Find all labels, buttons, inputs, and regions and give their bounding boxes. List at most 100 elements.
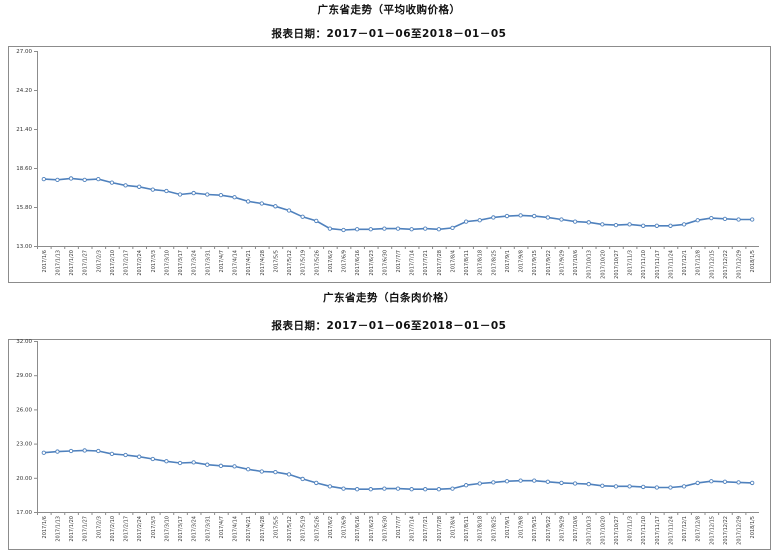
data-point — [368, 227, 373, 232]
data-point — [205, 462, 210, 467]
data-point — [681, 484, 687, 489]
data-point — [137, 454, 142, 459]
x-tick-label: 2017/2/24 — [137, 516, 143, 542]
x-tick-label: 2017/5/26 — [314, 516, 320, 542]
data-point — [532, 213, 537, 219]
x-tick-label: 2017/5/12 — [287, 250, 293, 276]
data-point — [491, 215, 496, 220]
x-tick-label: 2017/9/15 — [532, 250, 538, 276]
x-tick-label: 2017/3/17 — [178, 250, 184, 276]
data-point — [286, 208, 292, 213]
x-tick-label: 2017/6/2 — [328, 250, 334, 272]
data-point — [150, 456, 155, 462]
data-point — [205, 192, 210, 197]
data-point — [613, 222, 619, 228]
x-tick-label: 2017/7/7 — [396, 516, 402, 538]
data-point — [41, 450, 46, 455]
data-point — [518, 478, 523, 483]
chart1-svg: 13.00 15.80 18.60 21.40 24.20 27.00 2017/1/6 20… — [8, 46, 771, 283]
x-tick-label: 2017/12/8 — [696, 250, 702, 276]
data-point — [450, 225, 455, 231]
x-tick-label: 2017/12/1 — [682, 516, 688, 542]
data-point — [68, 176, 74, 181]
x-tick-label: 2017/7/21 — [423, 250, 429, 276]
x-tick-label: 2017/5/5 — [273, 516, 279, 538]
x-tick-label: 2017/8/11 — [464, 250, 470, 276]
data-point — [382, 226, 387, 231]
x-tick-label: 2017/4/14 — [233, 250, 239, 276]
x-tick-label: 2017/6/9 — [342, 516, 348, 538]
data-point — [409, 487, 414, 492]
x-tick-label: 2017/7/21 — [423, 516, 429, 542]
x-tick-label: 2017/1/6 — [42, 250, 48, 272]
x-tick-label: 2017/8/25 — [491, 250, 497, 276]
data-point — [668, 485, 673, 490]
data-point — [327, 226, 333, 231]
x-tick-label: 2017/11/10 — [641, 250, 647, 279]
x-tick-label: 2017/9/22 — [546, 250, 552, 276]
x-tick-label: 2017/3/10 — [164, 516, 170, 542]
data-point — [423, 226, 428, 231]
data-point — [191, 460, 196, 465]
y-tick-label: 21.40 — [16, 127, 32, 133]
data-point — [532, 478, 537, 483]
x-tick-label: 2017/8/18 — [478, 516, 484, 542]
data-point — [586, 220, 591, 225]
data-point — [191, 190, 196, 196]
x-tick-label: 2017/8/18 — [478, 250, 484, 276]
x-tick-label: 2017/12/15 — [709, 250, 715, 279]
x-tick-label: 2017/7/28 — [437, 516, 443, 542]
x-tick-label: 2017/3/24 — [192, 250, 198, 276]
data-point — [709, 215, 714, 221]
x-tick-label: 2017/5/19 — [301, 250, 307, 276]
x-tick-label: 2017/10/6 — [573, 516, 579, 542]
x-tick-label: 2017/6/16 — [355, 250, 361, 276]
data-point — [613, 484, 619, 489]
y-tick-label: 26.00 — [16, 407, 32, 413]
x-tick-label: 2017/3/3 — [151, 516, 157, 538]
data-point — [232, 464, 237, 469]
x-tick-label: 2017/8/4 — [450, 250, 456, 272]
data-point — [695, 480, 700, 486]
x-tick-label: 2017/7/14 — [410, 516, 416, 542]
data-point — [164, 459, 169, 464]
data-point — [559, 480, 564, 486]
x-tick-label: 2017/11/10 — [641, 516, 647, 545]
data-point — [504, 479, 510, 484]
x-tick-label: 2017/5/12 — [287, 516, 293, 542]
data-point — [286, 472, 292, 477]
x-tick-label: 2017/3/17 — [178, 516, 184, 542]
data-point — [504, 213, 510, 219]
data-point — [641, 223, 646, 228]
data-point — [341, 227, 346, 233]
y-tick-label: 24.20 — [16, 88, 32, 94]
x-tick-label: 2017/1/13 — [55, 250, 61, 276]
y-tick-label: 32.00 — [16, 339, 32, 345]
data-point — [259, 469, 264, 474]
x-tick-label: 2017/9/29 — [559, 250, 565, 276]
data-point — [572, 219, 578, 224]
y-tick-label: 17.00 — [16, 510, 32, 516]
data-point — [218, 463, 224, 468]
data-point — [368, 487, 373, 492]
x-tick-label: 2017/5/5 — [273, 250, 279, 272]
x-tick-label: 2017/9/8 — [519, 516, 525, 538]
data-point — [96, 448, 101, 454]
data-point — [55, 449, 60, 454]
x-tick-label: 2017/12/8 — [696, 516, 702, 542]
y-tick-label: 18.60 — [16, 166, 32, 172]
x-tick-label: 2017/2/10 — [110, 516, 116, 542]
data-point — [273, 204, 278, 209]
data-point — [627, 484, 632, 489]
data-point — [82, 177, 87, 182]
x-tick-label: 2017/9/1 — [505, 250, 511, 272]
data-point — [82, 448, 87, 453]
data-point — [477, 481, 482, 486]
data-point — [736, 217, 741, 222]
data-point — [96, 176, 101, 182]
x-tick-label: 2017/1/27 — [83, 250, 89, 276]
x-tick-label: 2017/10/20 — [600, 250, 606, 279]
data-point — [246, 467, 251, 472]
y-tick-label: 29.00 — [16, 373, 32, 379]
x-tick-label: 2017/2/3 — [96, 516, 102, 538]
